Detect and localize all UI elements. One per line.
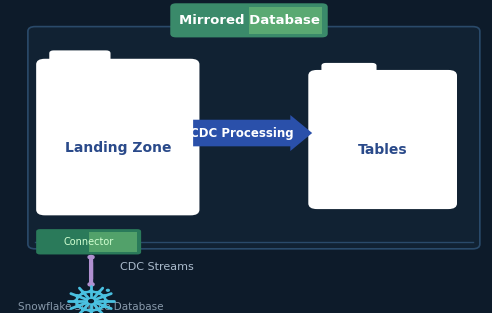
FancyBboxPatch shape (326, 75, 342, 89)
FancyArrow shape (193, 115, 312, 151)
Text: Connector: Connector (63, 237, 114, 247)
Text: Tables: Tables (358, 142, 407, 156)
Text: Mirrored Database: Mirrored Database (179, 14, 319, 27)
FancyBboxPatch shape (170, 3, 328, 38)
Text: CDC Streams: CDC Streams (120, 262, 194, 272)
FancyBboxPatch shape (89, 232, 137, 252)
FancyBboxPatch shape (54, 63, 72, 80)
Text: Landing Zone: Landing Zone (64, 141, 171, 156)
Circle shape (106, 290, 109, 291)
FancyBboxPatch shape (249, 7, 322, 33)
Circle shape (87, 298, 95, 304)
Text: CDC Processing: CDC Processing (190, 126, 294, 140)
FancyBboxPatch shape (28, 27, 480, 249)
FancyBboxPatch shape (308, 70, 457, 209)
FancyBboxPatch shape (49, 50, 111, 76)
Circle shape (89, 300, 93, 303)
Text: Snowflake Source Database: Snowflake Source Database (18, 302, 164, 312)
FancyBboxPatch shape (36, 229, 141, 254)
FancyBboxPatch shape (36, 59, 199, 215)
FancyBboxPatch shape (321, 63, 376, 86)
